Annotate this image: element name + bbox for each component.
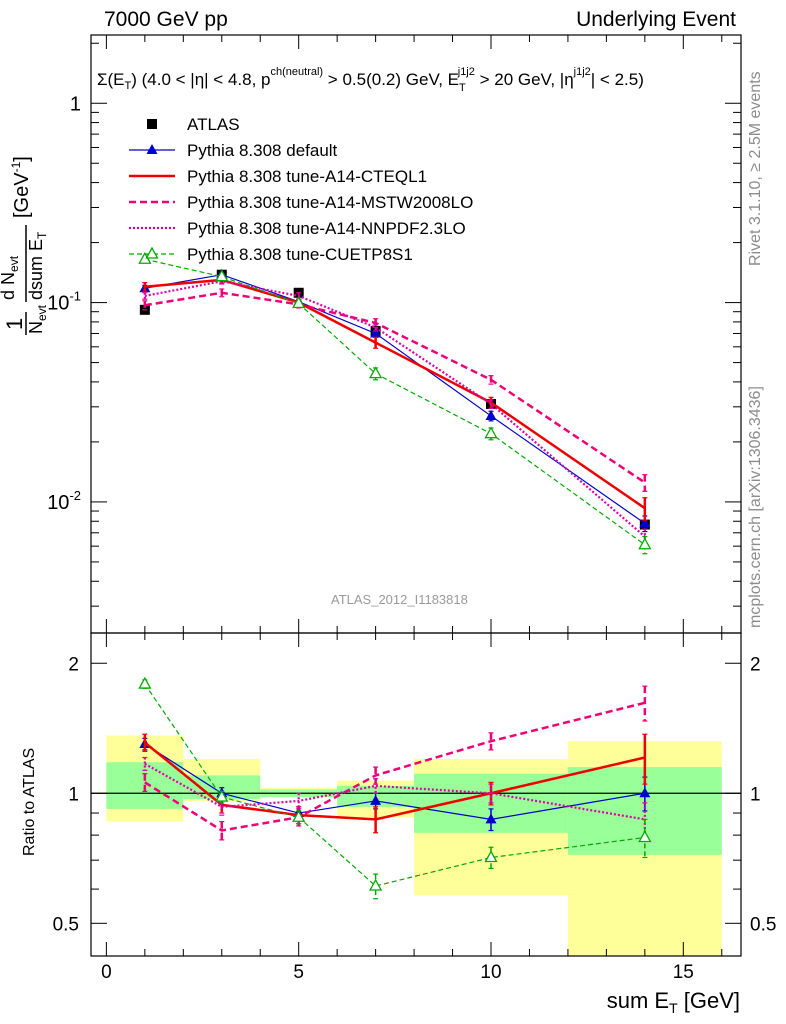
x-axis-ticks: 0 5 10 15 bbox=[101, 35, 723, 983]
open-triangle-marker bbox=[369, 366, 383, 379]
legend-label: Pythia 8.308 tune-A14-NNPDF2.3LO bbox=[187, 219, 466, 238]
triangle-marker bbox=[639, 517, 651, 528]
open-triangle-marker bbox=[638, 537, 652, 550]
main-series-atlas bbox=[139, 269, 650, 530]
svg-text:1: 1 bbox=[2, 318, 27, 330]
y-tick-label: 1 bbox=[68, 784, 79, 805]
main-series-cuetp8s1 bbox=[138, 251, 652, 555]
ratio-series-cuetp8s1 bbox=[138, 676, 652, 900]
open-triangle-marker bbox=[145, 246, 159, 259]
open-triangle-marker bbox=[138, 676, 152, 689]
ratio-panel-frame bbox=[90, 632, 742, 957]
open-triangle-marker bbox=[638, 830, 652, 843]
svg-text:dsum ET: dsum ET bbox=[26, 231, 49, 300]
triangle-marker bbox=[485, 409, 497, 420]
selection-cuts-label: Σ(ET) (4.0 < |η| < 4.8, pch(neutral) > 0… bbox=[97, 66, 644, 94]
main-series-pythia_default bbox=[139, 268, 651, 533]
legend-entry-a14_nnpdf: Pythia 8.308 tune-A14-NNPDF2.3LO bbox=[129, 219, 466, 238]
x-tick-label: 5 bbox=[293, 962, 304, 983]
svg-text:d Nevt: d Nevt bbox=[0, 255, 21, 300]
open-triangle-marker bbox=[215, 269, 229, 282]
uncertainty-bands bbox=[106, 735, 722, 956]
legend-entry-atlas: ATLAS bbox=[147, 115, 240, 134]
legend-label: Pythia 8.308 tune-A14-MSTW2008LO bbox=[187, 193, 473, 212]
main-series-a14_cteql1 bbox=[142, 276, 648, 521]
open-triangle-marker bbox=[484, 850, 498, 863]
legend-entry-a14_mstw: Pythia 8.308 tune-A14-MSTW2008LO bbox=[129, 193, 473, 212]
y-tick-label: 2 bbox=[750, 654, 761, 675]
y-tick-label: 1 bbox=[70, 93, 81, 115]
legend-label: Pythia 8.308 default bbox=[187, 141, 338, 160]
series-line bbox=[144, 741, 646, 821]
open-triangle-marker bbox=[292, 296, 306, 309]
triangle-marker bbox=[146, 144, 158, 154]
series-line bbox=[144, 291, 646, 484]
triangle-marker bbox=[639, 787, 651, 798]
main-series-a14_nnpdf bbox=[142, 277, 648, 546]
series-line bbox=[144, 278, 646, 510]
legend: ATLAS Pythia 8.308 default Pythia 8.308 tu… bbox=[129, 115, 473, 264]
y-tick-label: 10-1 bbox=[47, 289, 81, 315]
y-tick-label: 1 bbox=[750, 784, 761, 805]
ratio-y-axis-ticks: 0.5 0.5 1 1 2 2 bbox=[53, 654, 777, 935]
legend-entry-cuetp8s1: Pythia 8.308 tune-CUETP8S1 bbox=[129, 245, 413, 264]
open-triangle-marker bbox=[292, 809, 306, 822]
x-tick-label: 10 bbox=[480, 962, 501, 983]
y-tick-label: 10-2 bbox=[47, 488, 81, 514]
legend-entry-a14_cteql1: Pythia 8.308 tune-A14-CTEQL1 bbox=[129, 167, 427, 186]
main-y-axis-ticks: 10-2 10-1 1 bbox=[47, 42, 741, 607]
open-triangle-marker bbox=[215, 789, 229, 802]
triangle-marker bbox=[485, 813, 497, 824]
plot-title: Underlying Event bbox=[576, 8, 736, 31]
open-triangle-marker bbox=[484, 426, 498, 439]
analysis-watermark: ATLAS_2012_I1183818 bbox=[331, 592, 468, 607]
legend-entry-pythia_default: Pythia 8.308 default bbox=[129, 141, 338, 160]
x-axis-label: sum ET [GeV] bbox=[607, 988, 740, 1016]
open-triangle-marker bbox=[369, 878, 383, 891]
energy-label: 7000 GeV pp bbox=[104, 8, 228, 31]
series-line bbox=[144, 274, 646, 524]
legend-label: Pythia 8.308 tune-CUETP8S1 bbox=[187, 245, 413, 264]
series-line bbox=[144, 762, 646, 821]
y-tick-label: 0.5 bbox=[750, 914, 776, 935]
atlas-data-point bbox=[147, 119, 157, 129]
y-tick-label: 2 bbox=[68, 654, 79, 675]
legend-label: ATLAS bbox=[187, 115, 240, 134]
svg-text:[GeV-1]: [GeV-1] bbox=[9, 156, 33, 218]
series-line bbox=[144, 743, 645, 821]
svg-text:Nevt: Nevt bbox=[26, 304, 49, 334]
series-line bbox=[144, 280, 646, 538]
triangle-marker bbox=[370, 327, 382, 338]
main-series-a14_mstw bbox=[142, 288, 648, 492]
series-line bbox=[144, 701, 646, 832]
triangle-marker bbox=[370, 794, 382, 805]
x-tick-label: 0 bbox=[101, 962, 112, 983]
x-tick-label: 15 bbox=[673, 962, 694, 983]
y-tick-label: 0.5 bbox=[53, 914, 79, 935]
series-line bbox=[144, 258, 646, 546]
series-line bbox=[144, 683, 645, 887]
legend-label: Pythia 8.308 tune-A14-CTEQL1 bbox=[187, 167, 427, 186]
